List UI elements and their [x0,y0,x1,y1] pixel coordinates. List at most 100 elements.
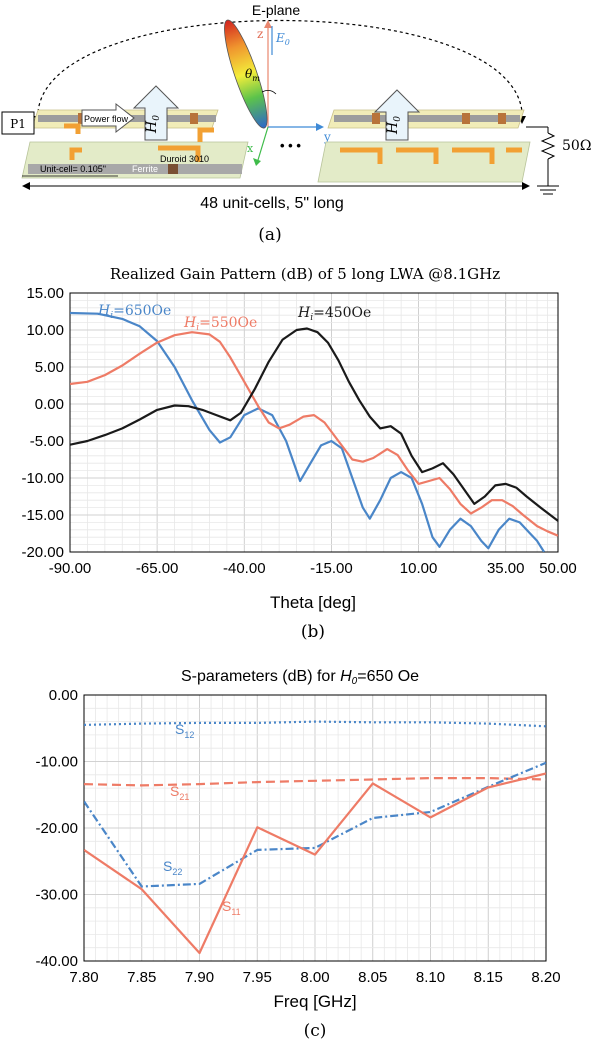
span-arrow-head-right [522,182,530,190]
chart-c-xtick-label: 8.00 [300,969,329,986]
chart-c-series-line-3 [84,772,546,955]
power-flow-label: Power flow [84,114,129,124]
port-label: P1 [10,117,26,131]
caption-c: (c) [304,1021,327,1041]
caption-a: (a) [258,225,281,245]
stub [340,147,383,164]
chart-c-ytick-label: -30.00 [35,887,78,904]
span-arrow-head-left [22,182,30,190]
chart-b-xtick-label: 50.00 [539,560,577,577]
chart-c-series-line-0 [84,720,546,728]
chart-b-xtick-label: -90.00 [49,560,92,577]
chart-c-xtick-label: 7.90 [185,969,214,986]
chart-c-series-label-3: S11 [222,898,241,917]
h0-arrow-left [132,85,180,141]
chart-c-xtick-label: 8.05 [358,969,387,986]
chart-c-xtick-label: 8.20 [531,969,560,986]
stub [396,147,439,164]
eplane-arc [37,20,523,113]
s-parameters-chart: S-parameters (dB) for H0=650 Oe 7.80 7.85… [35,668,560,1041]
x-axis-arrowhead [253,158,261,166]
stub [69,147,82,160]
chart-b-ytick-label: -5.00 [30,433,64,450]
chart-b-xtick-label: -15.00 [310,560,353,577]
eplane-label: E-plane [252,2,300,18]
chart-b-ytick-label: 10.00 [26,322,64,339]
stub [197,127,214,142]
stub [498,113,506,124]
chart-b-plot-border [69,292,559,553]
chart-c-ytick-label: 0.00 [49,687,78,704]
stub [462,113,470,124]
gain-pattern-chart: Realized Gain Pattern (dB) of 5 long LWA… [21,265,577,642]
chart-b-ytick-label: 15.00 [26,285,64,302]
chart-c-xtick-label: 7.85 [127,969,156,986]
chart-b-xtick-label: -40.00 [223,560,266,577]
chart-c-series-line-1 [84,777,546,787]
span-label: 48 unit-cells, 5" long [200,195,344,212]
chart-c-xlabel: Freq [GHz] [273,992,356,1011]
chart-b-xlabel: Theta [deg] [270,593,356,612]
caption-b: (b) [301,622,325,642]
chart-b-series-line-0 [70,311,546,552]
h0-label-right: H0 [385,116,403,135]
chart-b-series-label-2: Hi=450Oe [297,305,371,323]
chart-b-ytick-label: -10.00 [21,470,64,487]
chart-b-ytick-label: -15.00 [21,507,64,524]
ground-strip-right [334,115,520,122]
chart-b-xtick-label: 35.00 [487,560,525,577]
left-antenna-board: Ferrite Duroid 3010 Unit-cell= 0.105" [21,109,249,179]
power-flow-arrow [81,102,135,134]
right-antenna-board [317,109,531,183]
chart-c-ytick-label: -40.00 [35,953,78,970]
unitcell-label: Unit-cell= 0.105" [40,164,106,174]
chart-b-series-label-1: Hi=550Oe [183,315,257,333]
chart-b-ytick-label: 5.00 [35,359,64,376]
chart-b-series-line-2 [70,327,558,522]
ferrite-label: Ferrite [132,164,158,174]
theta-label: θm [245,67,260,83]
stub [190,113,198,124]
antenna-diagram: E-plane Ferrite Duroid 3010 Unit-cell= 0… [1,2,591,245]
chart-c-series-label-0: S12 [175,721,194,740]
axis-y-label: y [323,130,331,144]
stub [158,145,201,162]
h0-arrow-right [373,89,421,141]
chart-c-xtick-label: 7.80 [69,969,98,986]
port-box [1,111,35,135]
chart-c-series-line-2 [84,761,546,888]
chart-c-ytick-label: -10.00 [35,754,78,771]
chart-c-title: S-parameters (dB) for H0=650 Oe [181,668,419,687]
chart-c-xtick-label: 8.15 [474,969,503,986]
x-axis [257,126,269,161]
z-axis-arrowhead [264,20,272,28]
chart-c-xtick-label: 7.95 [243,969,272,986]
chart-b-ytick-label: -20.00 [21,544,64,561]
chart-b-series-label-0: Hi=650Oe [97,303,171,321]
radiation-lobe [224,19,268,129]
y-axis-arrowhead [316,123,324,131]
e0-label: E0 [275,31,290,47]
stub [64,123,81,134]
axis-x-label: x [247,142,254,155]
stub [452,147,495,164]
load-resistor [526,126,559,195]
stub [168,164,178,174]
chart-b-title: Realized Gain Pattern (dB) of 5 long LWA… [110,265,500,283]
ferrite-strip-left [28,164,242,174]
theta-arc [261,90,277,95]
stub [372,113,380,124]
chart-c-series-label-1: S21 [170,783,189,802]
load-label: 50Ω [562,138,591,154]
chart-b-series-line-1 [70,331,558,537]
ellipsis: • • • [280,138,301,153]
h0-label-left: H0 [144,115,162,134]
chart-c-series-label-2: S22 [163,858,182,877]
chart-c-xtick-label: 8.10 [416,969,445,986]
chart-b-xtick-label: 10.00 [400,560,438,577]
chart-c-plot-border [83,694,547,962]
chart-c-ytick-label: -20.00 [35,820,78,837]
chart-b-xtick-label: -65.00 [136,560,179,577]
axis-z-label: z [257,27,263,41]
chart-b-ytick-label: 0.00 [35,396,64,413]
